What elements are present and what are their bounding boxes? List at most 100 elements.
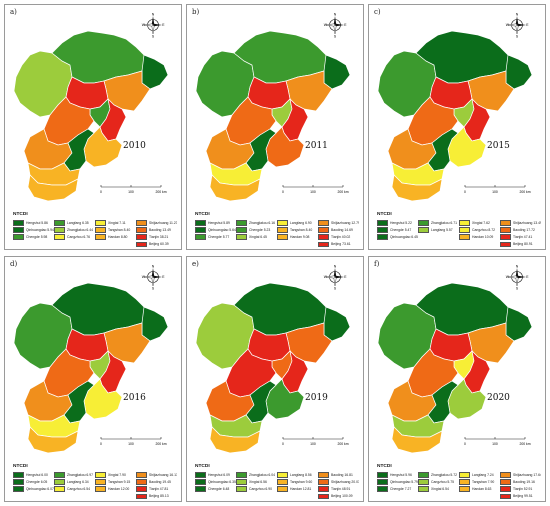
scale-bar: 0 100 200 km bbox=[461, 182, 535, 196]
legend-swatch bbox=[459, 220, 470, 226]
legend-item: Xingtai 7.90 bbox=[95, 472, 136, 478]
legend-item: Zhangjiakou 6.16 bbox=[236, 220, 277, 226]
legend-item: Tianjin 48.91 bbox=[318, 486, 359, 492]
legend-label: Baoding 13.49 bbox=[149, 227, 171, 232]
legend-item: Chengde 5.77 bbox=[195, 234, 236, 240]
legend-label: Beijing 85.13 bbox=[149, 494, 169, 499]
legend-label: Zhangjiakou 5.72 bbox=[431, 472, 458, 477]
legend-item: Cangzhou 5.75 bbox=[418, 479, 459, 485]
region-handan bbox=[391, 426, 443, 454]
legend-label: Tianjin 48.91 bbox=[331, 487, 351, 492]
legend-grid: Hengshui 5.96 Zhangjiakou 5.72 Langfang 7.… bbox=[377, 472, 543, 500]
compass-letter-e: E bbox=[162, 23, 165, 27]
legend-label: Chengde 5.23 bbox=[249, 227, 271, 232]
legend-item: Tangshan 7.90 bbox=[459, 479, 500, 485]
map-panel-e: e) N S W E 2019 0 100 200 km NTCDI Hengshui 6… bbox=[186, 256, 364, 502]
panel-label: e) bbox=[192, 260, 199, 268]
legend-item: Tianjin 40.02 bbox=[318, 234, 359, 240]
legend-item bbox=[277, 494, 318, 500]
scale-label-2: 200 km bbox=[519, 442, 530, 446]
legend-label: Qinhuangdao 6.07 bbox=[26, 487, 54, 492]
legend-label: Beijing 73.61 bbox=[331, 242, 351, 247]
legend-swatch bbox=[500, 234, 511, 240]
compass-letter-n: N bbox=[516, 13, 519, 17]
legend-label: Zhangjiakou 6.16 bbox=[249, 220, 276, 225]
legend-swatch bbox=[377, 234, 388, 240]
compass-letter-w: W bbox=[142, 275, 146, 279]
legend-label: Chengde 6.48 bbox=[208, 487, 230, 492]
legend-grid: Hengshui 5.86 Langfang 6.35 Xingtai 7.11 Sh… bbox=[13, 220, 179, 248]
legend-label: Shijiazhuang 13.49 bbox=[513, 220, 541, 225]
legend-item bbox=[195, 494, 236, 500]
compass-letter-w: W bbox=[324, 23, 328, 27]
legend-title: NTCDI bbox=[195, 464, 210, 469]
legend-swatch bbox=[418, 220, 429, 226]
legend-label: Hengshui 5.96 bbox=[390, 472, 412, 477]
legend-label: Qinhuangdao 6.35 bbox=[208, 479, 236, 484]
legend-item: Hengshui 5.22 bbox=[377, 220, 418, 226]
legend-item: Langfang 7.24 bbox=[459, 472, 500, 478]
legend-grid: Hengshui 6.00 Zhangjiakou 6.97 Xingtai 7.9… bbox=[13, 472, 179, 500]
legend-item: Shijiazhuang 17.64 bbox=[500, 472, 541, 478]
legend-item bbox=[236, 494, 277, 500]
legend-item: Zhangjiakou 5.72 bbox=[418, 472, 459, 478]
legend-item bbox=[277, 242, 318, 248]
legend-label: Beijing 99.51 bbox=[513, 494, 533, 499]
legend-item: Handan 9.08 bbox=[277, 234, 318, 240]
legend-label: Xingtai 6.56 bbox=[249, 479, 267, 484]
legend-swatch bbox=[277, 227, 288, 233]
legend-item: Cangzhou 6.76 bbox=[54, 234, 95, 240]
north-arrow-compass-icon: N S W E bbox=[505, 264, 529, 291]
legend-label: Qinhuangdao 5.79 bbox=[390, 479, 418, 484]
legend-swatch bbox=[500, 486, 511, 492]
legend-title: NTCDI bbox=[13, 464, 28, 469]
legend-item: Beijing 80.91 bbox=[500, 241, 541, 248]
scale-bar: 0 100 200 km bbox=[279, 182, 353, 196]
legend-item bbox=[377, 494, 418, 500]
legend-swatch bbox=[54, 220, 65, 226]
legend-label: Shijiazhuang 17.64 bbox=[513, 472, 541, 477]
legend-title: NTCDI bbox=[377, 464, 392, 469]
compass-letter-e: E bbox=[162, 275, 165, 279]
compass-letter-s: S bbox=[516, 287, 519, 290]
legend-swatch bbox=[136, 493, 147, 500]
north-arrow-compass-icon: N S W E bbox=[505, 12, 529, 39]
legend-item: Xingtai 6.45 bbox=[236, 234, 277, 240]
year-label: 2020 bbox=[487, 393, 510, 403]
legend-item bbox=[54, 494, 95, 500]
legend-item: Cangzhou 8.72 bbox=[459, 227, 500, 233]
legend-item: Tangshan 8.40 bbox=[277, 227, 318, 233]
scale-label-1: 100 bbox=[128, 442, 134, 446]
legend-item: Zhangjiakou 6.97 bbox=[54, 472, 95, 478]
scale-label-2: 200 km bbox=[337, 190, 348, 194]
scale-label-0: 0 bbox=[464, 442, 466, 446]
legend-item: Langfang 6.34 bbox=[54, 479, 95, 485]
legend-swatch bbox=[418, 227, 429, 233]
compass-letter-n: N bbox=[334, 265, 337, 269]
legend-item: Handan 10.09 bbox=[459, 234, 500, 240]
legend-label: Tangshan 9.15 bbox=[108, 479, 131, 484]
legend-swatch bbox=[277, 472, 288, 478]
legend-swatch bbox=[377, 479, 388, 485]
legend-swatch bbox=[95, 227, 106, 233]
compass-letter-s: S bbox=[334, 35, 337, 38]
legend-label: Shijiazhuang 16.13 bbox=[149, 472, 177, 477]
legend-swatch bbox=[318, 220, 329, 226]
legend-label: Chengde 5.98 bbox=[26, 235, 48, 240]
region-handan bbox=[209, 174, 261, 202]
region-handan bbox=[209, 426, 261, 454]
region-map bbox=[195, 30, 351, 202]
year-label: 2010 bbox=[123, 141, 146, 151]
legend-item bbox=[459, 494, 500, 500]
legend-swatch bbox=[377, 472, 388, 478]
scale-label-0: 0 bbox=[100, 190, 102, 194]
legend-swatch bbox=[236, 220, 247, 226]
compass-letter-w: W bbox=[506, 275, 510, 279]
legend-label: Tianjin 52.91 bbox=[513, 487, 533, 492]
legend-title: NTCDI bbox=[377, 212, 392, 217]
scale-label-1: 100 bbox=[310, 442, 316, 446]
region-map bbox=[13, 30, 169, 202]
legend-item: Baoding 16.81 bbox=[318, 472, 359, 478]
map-panel-d: d) N S W E 2016 0 100 200 km NTCDI Hengshui 6… bbox=[4, 256, 182, 502]
compass-letter-s: S bbox=[334, 287, 337, 290]
